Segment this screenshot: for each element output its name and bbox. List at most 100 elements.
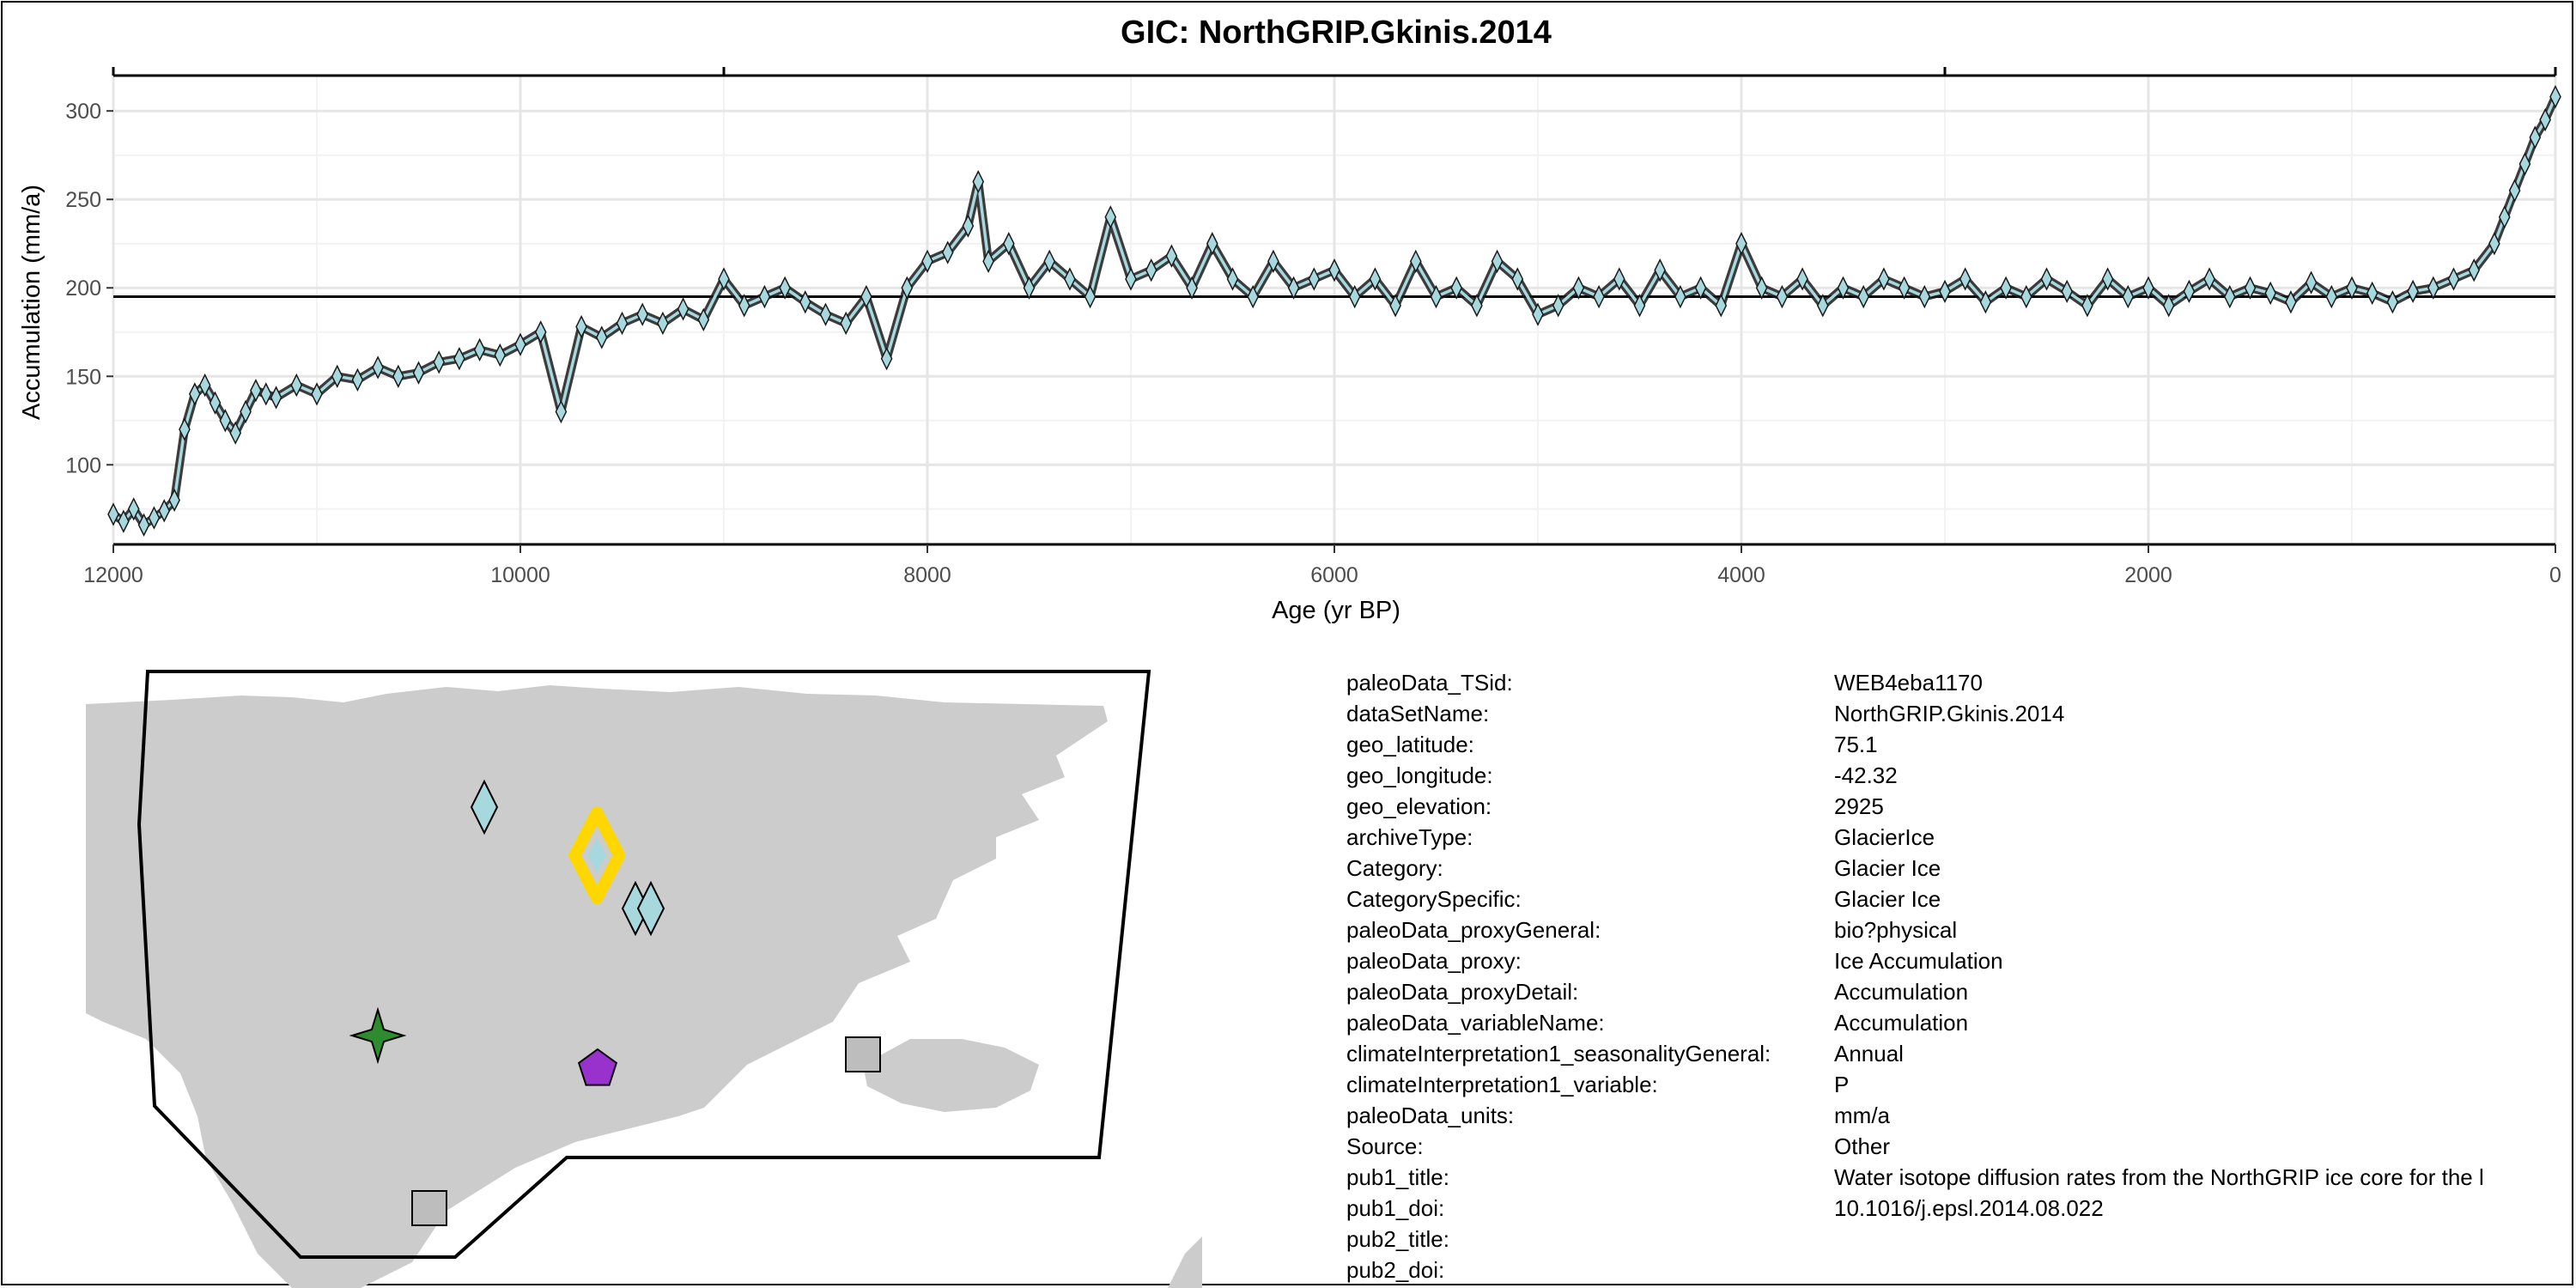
data-point <box>2305 270 2318 295</box>
data-point <box>1491 249 1504 274</box>
data-point <box>1898 276 1911 300</box>
chart-title: GIC: NorthGRIP.Gkinis.2014 <box>1121 15 1552 51</box>
data-point <box>941 240 954 264</box>
diamond-site-marker <box>470 779 499 835</box>
data-point <box>595 325 608 349</box>
metadata-key: Category: <box>1346 855 1443 881</box>
metadata-value: Annual <box>1834 1041 1904 1066</box>
metadata-value: GlacierIce <box>1834 824 1935 850</box>
data-point <box>1857 284 1870 309</box>
data-point <box>229 421 242 445</box>
data-point <box>677 297 690 321</box>
data-point <box>188 382 201 406</box>
data-point <box>2122 284 2135 309</box>
data-point <box>1552 294 1564 318</box>
data-point <box>259 382 272 406</box>
data-point <box>1511 267 1524 291</box>
data-point <box>2081 294 2093 318</box>
metadata-value: Accumulation <box>1834 979 1969 1005</box>
metadata-value: 2925 <box>1834 793 1884 819</box>
metadata-value: Glacier Ice <box>1834 886 1941 912</box>
data-point <box>1023 276 1036 300</box>
x-tick-label: 8000 <box>903 563 951 587</box>
metadata-key: geo_latitude: <box>1346 732 1474 757</box>
data-point <box>921 249 933 274</box>
data-point <box>819 302 832 326</box>
data-point <box>657 311 669 336</box>
data-point <box>2040 267 2053 291</box>
metadata-key: paleoData_units: <box>1346 1103 1515 1128</box>
data-point <box>1572 276 1585 300</box>
data-point <box>290 373 303 398</box>
metadata-key: climateInterpretation1_variable: <box>1346 1072 1658 1097</box>
data-point <box>1267 249 1279 274</box>
data-point <box>1796 267 1808 291</box>
data-point <box>168 488 180 513</box>
data-point <box>1450 276 1463 300</box>
data-point <box>799 290 811 314</box>
data-point <box>351 368 364 392</box>
data-point <box>331 364 343 388</box>
data-point <box>412 361 425 385</box>
data-point <box>2223 284 2236 309</box>
data-point <box>860 284 872 309</box>
metadata-value: Accumulation <box>1834 1010 1969 1036</box>
data-point <box>1430 284 1443 309</box>
map-boundary <box>137 670 1151 1259</box>
data-point <box>107 502 119 526</box>
x-tick-label: 4000 <box>1717 563 1765 587</box>
data-point <box>1206 232 1218 256</box>
data-point <box>2162 294 2175 318</box>
data-point <box>1633 294 1646 318</box>
data-point <box>372 355 384 380</box>
data-point <box>1104 205 1117 229</box>
data-point <box>1389 294 1401 318</box>
metadata-key: paleoData_TSid: <box>1346 670 1513 696</box>
data-point <box>697 307 710 332</box>
greenland-landmass <box>86 685 1108 1288</box>
metadata-value: Glacier Ice <box>1834 855 1941 881</box>
data-point <box>972 169 985 194</box>
metadata-value: mm/a <box>1834 1103 1890 1128</box>
metadata-key: paleoData_proxyGeneral: <box>1346 917 1601 943</box>
data-point <box>219 409 232 433</box>
data-point <box>1043 249 1056 274</box>
data-point <box>473 337 486 362</box>
data-point <box>2183 279 2196 304</box>
data-point <box>2447 267 2460 291</box>
metadata-value: P <box>1834 1072 1850 1097</box>
data-point <box>2427 276 2439 300</box>
east-coast-islands <box>1168 1236 1202 1288</box>
data-point <box>534 320 547 344</box>
data-point <box>2498 205 2511 229</box>
data-point <box>198 373 211 398</box>
metadata-value: 10.1016/j.epsl.2014.08.022 <box>1834 1195 2104 1221</box>
y-tick-label: 250 <box>65 188 101 212</box>
data-point <box>1918 284 1931 309</box>
metadata-value: Water isotope diffusion rates from the N… <box>1834 1164 2484 1190</box>
data-point <box>2488 232 2500 256</box>
star-site-marker <box>349 1006 407 1065</box>
data-point <box>1959 267 1971 291</box>
data-point <box>2346 276 2358 300</box>
data-point <box>2508 179 2521 203</box>
data-point <box>1186 276 1198 300</box>
x-axis-label: Age (yr BP) <box>1272 597 1400 624</box>
data-point <box>1471 294 1483 318</box>
data-point <box>2142 276 2154 300</box>
data-point <box>514 332 526 356</box>
data-point <box>453 346 465 371</box>
metadata-value: 75.1 <box>1834 732 1878 757</box>
pentagon-site-marker <box>577 1048 618 1086</box>
data-point <box>1654 258 1667 283</box>
data-point <box>1165 244 1178 268</box>
data-point <box>616 311 629 336</box>
data-point <box>2264 281 2277 306</box>
y-tick-label: 300 <box>65 100 101 124</box>
data-point <box>718 267 730 291</box>
data-point <box>179 417 191 441</box>
data-point <box>2020 284 2032 309</box>
data-point <box>1878 267 1890 291</box>
metadata-key: dataSetName: <box>1346 701 1490 726</box>
series-accumulation <box>107 85 2561 538</box>
